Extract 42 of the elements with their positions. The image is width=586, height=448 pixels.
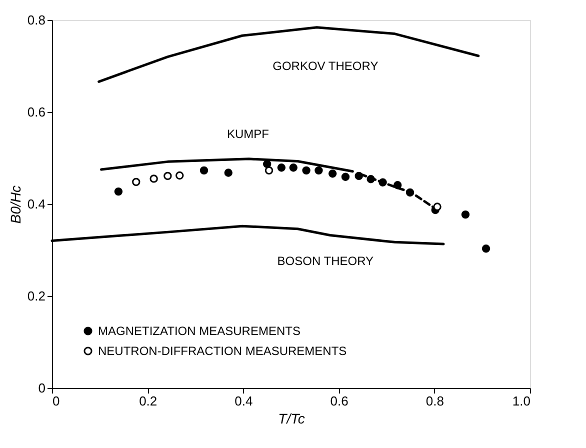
point [224, 168, 232, 177]
point [262, 160, 272, 168]
point [277, 164, 286, 172]
point [328, 170, 337, 178]
line-series [98, 26, 480, 83]
point [114, 187, 123, 196]
point [164, 172, 172, 180]
point [302, 166, 310, 175]
x-tick-label: 1.0 [512, 394, 530, 408]
y-tick-label: 0 [38, 380, 46, 396]
x-tick-label: 0.2 [139, 394, 158, 408]
annotation: KUMPF [226, 127, 269, 142]
point [406, 188, 414, 197]
point [482, 244, 490, 253]
point [314, 166, 323, 175]
y-tick-label: 0.8 [27, 12, 46, 28]
point [289, 164, 298, 172]
legend-label: MAGNETIZATION MEASUREMENTS [98, 324, 300, 338]
point [366, 175, 375, 184]
point [433, 202, 442, 211]
annotation: BOSON THEORY [277, 254, 374, 268]
point [200, 166, 208, 175]
point [378, 178, 387, 186]
y-tick-label: 0.4 [27, 196, 46, 212]
point [150, 174, 158, 183]
x-tick-label: 0.4 [234, 394, 253, 408]
y-tick-label: 0.2 [27, 288, 46, 304]
annotation: GORKOV THEORY [272, 59, 378, 73]
point [393, 181, 402, 190]
x-tick-label: 0.8 [426, 394, 444, 408]
x-tick-label: 0.6 [330, 394, 348, 408]
point [341, 172, 350, 181]
legend-label: NEUTRON-DIFFRACTION MEASUREMENTS [98, 344, 347, 358]
x-tick-label: 0 [52, 394, 60, 408]
point [461, 210, 470, 219]
point [132, 178, 140, 186]
point [176, 171, 184, 180]
point [354, 172, 363, 180]
point [264, 166, 274, 175]
y-axis-title: B0/Hc [7, 185, 24, 224]
y-tick-label: 0.6 [27, 104, 46, 120]
x-axis-title: T/Tc [278, 410, 305, 426]
